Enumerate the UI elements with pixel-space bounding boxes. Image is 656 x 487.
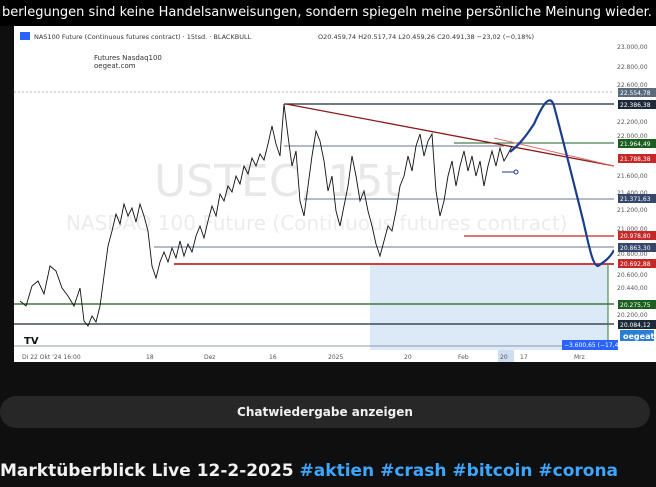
video-title-text: Marktüberblick Live 12-2-2025 <box>0 461 300 481</box>
hashtag-link[interactable]: #bitcoin <box>452 461 533 481</box>
y-tick: 20.600,00 <box>617 272 648 279</box>
level-label: 20.863,30 <box>620 245 651 252</box>
x-tick: 17 <box>520 354 528 361</box>
level-label: 20.084,12 <box>620 322 651 329</box>
price-series <box>19 103 513 327</box>
level-label: 21.371,63 <box>620 196 651 203</box>
level-label: 22.554,78 <box>620 90 651 97</box>
y-tick: 22.000,00 <box>617 133 648 140</box>
x-tick: Di 22 Okt '24 16:00 <box>22 354 81 361</box>
oegeat-badge: oegeat <box>623 332 654 341</box>
trendline-upper <box>285 103 615 167</box>
measure-label: −3.600,65 (−17,41 <box>564 342 622 349</box>
x-tick: 20 <box>404 354 412 361</box>
level-label: 20.275,75 <box>620 302 651 309</box>
ticker-text: berlegungen sind keine Handelsanweisunge… <box>2 5 656 20</box>
y-tick: 21.600,00 <box>617 173 648 180</box>
level-label: 21.788,38 <box>620 156 651 163</box>
level-label: 20.692,88 <box>620 261 651 268</box>
x-tick: Mrz <box>574 354 585 361</box>
level-label: 22.386,38 <box>620 102 651 109</box>
y-tick: 23.000,00 <box>617 44 648 51</box>
ohlc-line: O20.459,74 H20.517,74 L20.459,26 C20.491… <box>318 33 534 41</box>
y-tick: 22.200,00 <box>617 119 648 126</box>
symbol-icon <box>20 32 30 40</box>
trendline-lower <box>493 137 615 167</box>
tradingview-logo[interactable]: TV <box>24 336 39 347</box>
y-tick: 21.000,00 <box>617 226 648 233</box>
y-tick: 21.200,00 <box>617 207 648 214</box>
note-title: Futures Nasdaq100 <box>94 54 162 62</box>
chart-panel[interactable]: USTEC, 15t NASDAQ 100 Future (Continuous… <box>14 26 656 362</box>
y-tick: 20.200,00 <box>617 312 648 319</box>
x-tick: 18 <box>146 354 154 361</box>
level-label: 21.964,49 <box>620 141 651 148</box>
video-title: Marktüberblick Live 12-2-2025 #aktien #c… <box>0 461 618 481</box>
show-chat-replay-button[interactable]: Chatwiedergabe anzeigen <box>0 396 650 428</box>
y-tick: 22.800,00 <box>617 64 648 71</box>
y-tick: 21.400,00 <box>617 190 648 197</box>
x-tick: 20 <box>500 354 508 361</box>
hashtag-link[interactable]: #crash <box>380 461 447 481</box>
chart-svg: USTEC, 15t NASDAQ 100 Future (Continuous… <box>14 26 656 362</box>
target-zone <box>370 264 608 350</box>
note-site: oegeat.com <box>94 62 136 70</box>
ticker-banner: berlegungen sind keine Handelsanweisunge… <box>0 0 656 26</box>
x-tick: Feb <box>458 354 469 361</box>
y-tick: 20.800,00 <box>617 251 648 258</box>
x-tick: Dez <box>204 354 215 361</box>
x-tick: 16 <box>269 354 277 361</box>
hashtag-link[interactable]: #corona <box>538 461 619 481</box>
symbol-line[interactable]: NAS100 Future (Continuous futures contra… <box>34 33 252 41</box>
level-label: 20.978,80 <box>620 233 651 240</box>
forecast-path <box>509 99 615 268</box>
y-tick: 22.600,00 <box>617 82 648 89</box>
x-tick: 2025 <box>328 354 343 361</box>
hashtag-link[interactable]: #aktien <box>299 461 375 481</box>
watermark-name: NASDAQ 100 Future (Continuous futures co… <box>66 211 567 235</box>
y-tick: 20.440,00 <box>617 285 648 292</box>
